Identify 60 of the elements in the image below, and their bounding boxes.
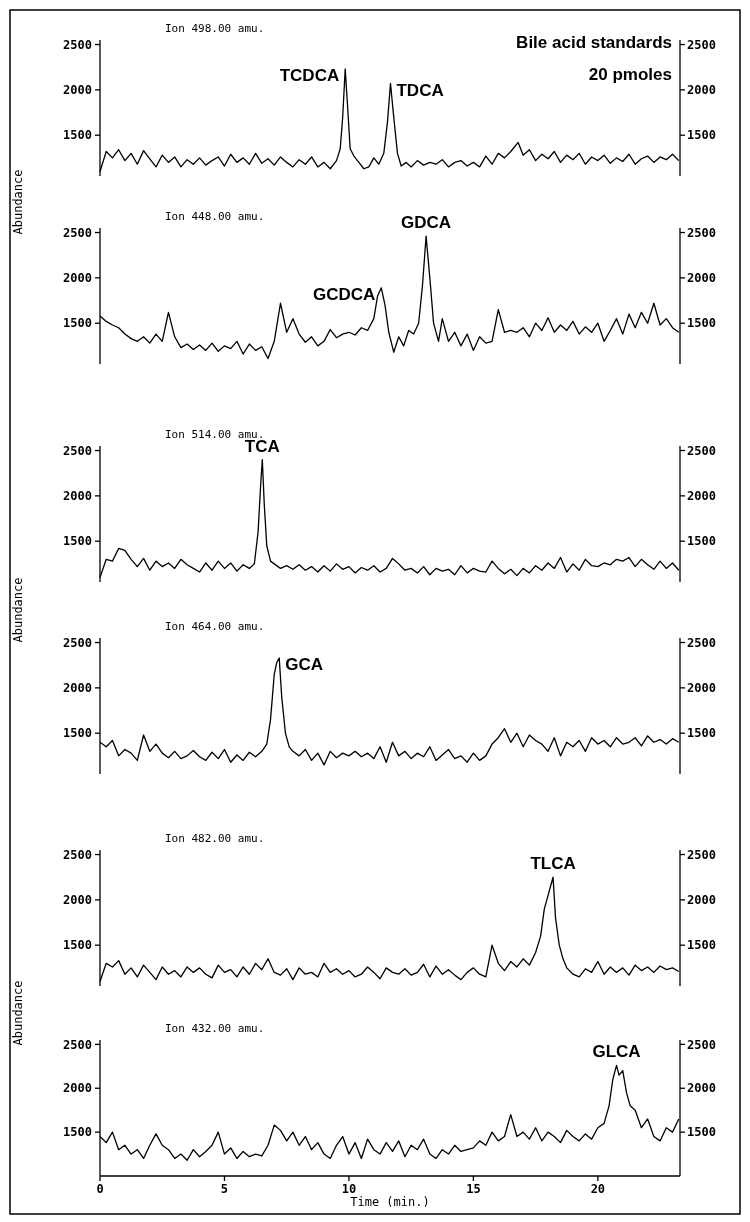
- y2-tick-label: 2500: [687, 635, 716, 650]
- y2-tick-label: 1500: [687, 128, 716, 143]
- y-tick-label: 2500: [63, 225, 92, 240]
- chart-title: Ion 514.00 amu.: [165, 428, 265, 441]
- annotation: TCDCA: [279, 66, 340, 86]
- y2-tick-label: 2000: [687, 489, 716, 504]
- y-tick-label: 2000: [63, 271, 92, 286]
- y2-tick-label: 2000: [687, 1081, 716, 1096]
- y-tick-label: 2000: [63, 83, 92, 98]
- y2-tick-label: 1500: [687, 938, 716, 953]
- y-tick-label: 1500: [63, 128, 92, 143]
- y-tick-label: 1500: [63, 726, 92, 741]
- y-axis-title: Abundance: [11, 980, 25, 1046]
- y2-tick-label: 2000: [687, 271, 716, 286]
- y-tick-label: 2000: [63, 1081, 92, 1096]
- y2-tick-label: 2500: [687, 37, 716, 52]
- annotation: TDCA: [396, 80, 444, 100]
- y2-tick-label: 1500: [687, 1125, 716, 1140]
- y-tick-label: 2000: [63, 681, 92, 696]
- y2-tick-label: 2000: [687, 83, 716, 98]
- chart-title: Ion 448.00 amu.: [165, 210, 265, 223]
- y2-tick-label: 2500: [687, 225, 716, 240]
- x-tick-label: 15: [466, 1182, 481, 1196]
- y2-tick-label: 2000: [687, 893, 716, 908]
- y-tick-label: 2000: [63, 893, 92, 908]
- chart-title: Ion 464.00 amu.: [165, 620, 265, 633]
- annotation: GDCA: [401, 213, 452, 233]
- y-tick-label: 1500: [63, 534, 92, 549]
- y2-tick-label: 1500: [687, 726, 716, 741]
- y-axis-title: Abundance: [11, 169, 25, 235]
- x-tick-label: 20: [590, 1182, 606, 1196]
- annotation: Bile acid standards: [516, 33, 672, 52]
- chart-title: Ion 432.00 amu.: [165, 1022, 265, 1035]
- y2-tick-label: 2000: [687, 681, 716, 696]
- y-tick-label: 1500: [63, 938, 92, 953]
- y2-tick-label: 2500: [687, 443, 716, 458]
- annotation: TLCA: [530, 854, 576, 874]
- y2-tick-label: 1500: [687, 316, 716, 331]
- annotation: GLCA: [592, 1042, 641, 1062]
- y-tick-label: 2500: [63, 635, 92, 650]
- y-axis-title: Abundance: [11, 577, 25, 643]
- y2-tick-label: 2500: [687, 847, 716, 862]
- y-tick-label: 1500: [63, 1125, 92, 1140]
- annotation: GCDCA: [312, 284, 376, 304]
- annotation: GCA: [285, 654, 324, 674]
- y-tick-label: 1500: [63, 316, 92, 331]
- chart-title: Ion 482.00 amu.: [165, 832, 265, 845]
- x-axis-title: Time (min.): [350, 1195, 430, 1209]
- chart-title: Ion 498.00 amu.: [165, 22, 265, 35]
- x-tick-label: 5: [220, 1182, 229, 1196]
- x-tick-label: 10: [341, 1182, 357, 1196]
- annotation: 20 pmoles: [588, 65, 672, 84]
- x-tick-label: 0: [96, 1182, 104, 1196]
- y-tick-label: 2500: [63, 1037, 92, 1052]
- y-tick-label: 2500: [63, 847, 92, 862]
- y-tick-label: 2500: [63, 37, 92, 52]
- y2-tick-label: 2500: [687, 1037, 716, 1052]
- y-tick-label: 2500: [63, 443, 92, 458]
- y-tick-label: 2000: [63, 489, 92, 504]
- y2-tick-label: 1500: [687, 534, 716, 549]
